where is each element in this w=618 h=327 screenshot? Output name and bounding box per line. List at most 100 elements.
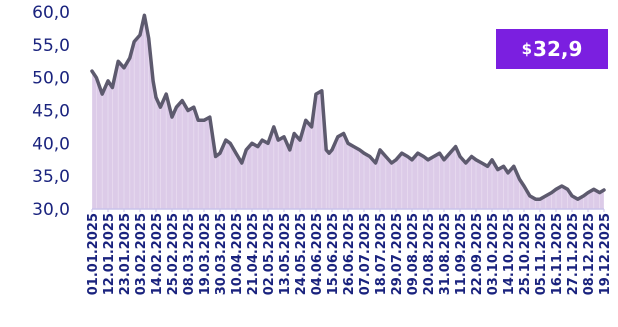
price-value: 32,9 xyxy=(533,37,583,61)
x-tick-label: 15.06.2025 xyxy=(326,213,341,295)
data-point xyxy=(139,34,141,36)
price-currency: $ xyxy=(521,40,533,58)
data-point xyxy=(315,93,317,95)
x-tick-label: 19.03.2025 xyxy=(198,213,213,295)
x-tick-label: 10.04.2025 xyxy=(230,213,245,295)
data-point xyxy=(513,165,515,167)
data-point xyxy=(95,77,97,79)
x-tick-label: 09.08.2025 xyxy=(406,213,421,295)
data-point xyxy=(148,37,150,39)
data-point xyxy=(438,152,440,154)
data-point xyxy=(390,162,392,164)
y-axis: 30,0 35,0 40,0 45,0 50,0 55,0 60,0 xyxy=(32,3,70,220)
data-point xyxy=(395,159,397,161)
x-tick-label: 19.12.2025 xyxy=(598,213,613,295)
data-point xyxy=(593,188,595,190)
x-tick-label: 31.08.2025 xyxy=(438,213,453,295)
data-point xyxy=(459,155,461,157)
current-price-badge: $32,9 xyxy=(496,29,608,69)
x-tick-label: 24.05.2025 xyxy=(294,213,309,295)
x-tick-label: 26.06.2025 xyxy=(342,213,357,295)
x-tick-label: 12.01.2025 xyxy=(102,213,117,295)
data-point xyxy=(465,162,467,164)
x-tick-label: 13.05.2025 xyxy=(278,213,293,295)
data-point xyxy=(571,195,573,197)
data-point xyxy=(219,152,221,154)
data-point xyxy=(225,139,227,141)
data-point xyxy=(411,159,413,161)
series-line xyxy=(90,13,606,201)
data-point xyxy=(143,14,145,16)
data-point xyxy=(117,60,119,62)
data-point xyxy=(369,155,371,157)
data-point xyxy=(577,198,579,200)
x-tick-label: 11.09.2025 xyxy=(454,213,469,295)
data-point xyxy=(433,155,435,157)
x-tick-label: 21.04.2025 xyxy=(246,213,261,295)
data-point xyxy=(443,159,445,161)
data-point xyxy=(209,116,211,118)
data-point xyxy=(353,145,355,147)
x-tick-label: 20.08.2025 xyxy=(422,213,437,295)
x-tick-label: 04.06.2025 xyxy=(310,213,325,295)
data-point xyxy=(325,149,327,151)
data-point xyxy=(470,155,472,157)
y-tick-label: 60,0 xyxy=(32,3,70,23)
data-point xyxy=(107,80,109,82)
data-point xyxy=(289,149,291,151)
x-tick-label: 07.07.2025 xyxy=(358,213,373,295)
data-point xyxy=(267,142,269,144)
y-tick-label: 30,0 xyxy=(32,200,70,220)
y-tick-label: 45,0 xyxy=(32,102,70,122)
data-point xyxy=(523,185,525,187)
data-point xyxy=(342,132,344,134)
data-point xyxy=(214,155,216,157)
data-point xyxy=(550,191,552,193)
data-point xyxy=(449,152,451,154)
data-point xyxy=(598,191,600,193)
y-tick-label: 40,0 xyxy=(32,134,70,154)
data-point xyxy=(374,162,376,164)
y-tick-label: 50,0 xyxy=(32,69,70,89)
data-point xyxy=(566,188,568,190)
data-point xyxy=(502,165,504,167)
data-point xyxy=(331,149,333,151)
data-point xyxy=(587,191,589,193)
x-tick-label: 02.05.2025 xyxy=(262,213,277,295)
data-point xyxy=(518,178,520,180)
data-point xyxy=(321,90,323,92)
data-point xyxy=(507,172,509,174)
x-tick-label: 14.02.2025 xyxy=(150,213,165,295)
data-point xyxy=(603,189,605,191)
data-point xyxy=(91,70,93,72)
data-point xyxy=(475,159,477,161)
data-point xyxy=(363,152,365,154)
data-point xyxy=(293,132,295,134)
x-axis: 01.01.2025 12.01.2025 23.01.2025 03.02.2025… xyxy=(86,208,613,295)
data-point xyxy=(427,159,429,161)
data-point xyxy=(101,93,103,95)
data-point xyxy=(111,86,113,88)
data-point xyxy=(406,155,408,157)
data-point xyxy=(422,155,424,157)
x-tick-label: 22.09.2025 xyxy=(470,213,485,295)
data-point xyxy=(545,195,547,197)
data-point xyxy=(133,40,135,42)
data-point xyxy=(454,145,456,147)
data-point xyxy=(181,99,183,101)
data-point xyxy=(241,162,243,164)
x-tick-label: 18.07.2025 xyxy=(374,213,389,295)
x-tick-label: 05.11.2025 xyxy=(534,213,549,295)
data-point xyxy=(171,116,173,118)
data-point xyxy=(358,149,360,151)
data-point xyxy=(539,198,541,200)
data-point xyxy=(529,195,531,197)
data-point xyxy=(277,139,279,141)
y-tick-label: 35,0 xyxy=(32,167,70,187)
data-point xyxy=(257,145,259,147)
y-tick-label: 55,0 xyxy=(32,36,70,56)
data-point xyxy=(129,57,131,59)
price-line xyxy=(90,13,606,201)
data-point xyxy=(273,126,275,128)
data-point xyxy=(385,155,387,157)
